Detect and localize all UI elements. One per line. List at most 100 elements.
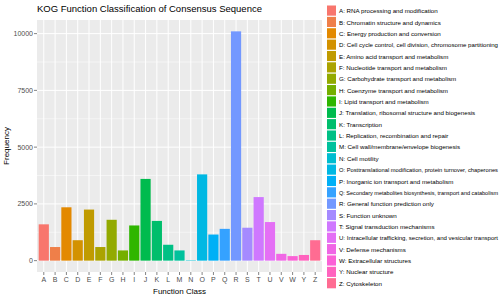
x-tick [77, 272, 78, 275]
y-tick [34, 203, 37, 204]
bar [242, 228, 252, 261]
x-tick-label: O [199, 276, 205, 283]
x-tick-label: M [177, 276, 183, 283]
legend-key [327, 267, 336, 277]
bar [299, 255, 309, 261]
grid-line-x [179, 20, 180, 272]
y-axis-label: Frequency [2, 127, 11, 165]
x-tick-label: Q [222, 276, 228, 284]
x-tick [156, 272, 157, 275]
chart: KOG Function Classification of Consensus… [0, 0, 500, 297]
x-tick-label: D [75, 276, 80, 283]
legend-label: G: Carbohydrate transport and metabolism [339, 75, 456, 82]
x-tick [213, 272, 214, 275]
legend-key [327, 255, 336, 265]
legend-key [327, 153, 336, 163]
x-tick [100, 272, 101, 275]
grid-line-x [281, 20, 282, 272]
y-tick [34, 90, 37, 91]
x-tick [66, 272, 67, 275]
grid-line-x [315, 20, 316, 272]
bar [265, 222, 275, 261]
legend: A: RNA processing and modificationB: Chr… [327, 6, 499, 289]
legend-key [327, 130, 336, 140]
y-tick [34, 33, 37, 34]
bars [39, 31, 321, 260]
bar [39, 224, 49, 260]
grid-line-x [122, 20, 123, 272]
x-tick-label: L [166, 276, 170, 283]
x-tick [168, 272, 169, 275]
legend-label: T: Signal transduction mechanisms [339, 223, 435, 230]
x-tick-label: I [133, 276, 135, 283]
bar [220, 229, 230, 261]
legend-label: Q: Secondary metabolites biosynthesis, t… [339, 189, 498, 196]
legend-key [327, 74, 336, 84]
x-tick-label: U [267, 276, 272, 283]
bar [61, 207, 71, 260]
bar [163, 245, 173, 261]
x-tick [269, 272, 270, 275]
legend-label: L: Replication, recombination and repair [339, 132, 448, 139]
x-tick-label: R [234, 276, 239, 283]
grid-line-x [168, 20, 169, 272]
y-tick-label: 7500 [17, 87, 33, 94]
grid-line-x [213, 20, 214, 272]
x-tick [315, 272, 316, 275]
legend-label: R: General function prediction only [339, 200, 435, 207]
bar [140, 179, 150, 261]
x-tick [236, 272, 237, 275]
legend-label: W: Extracellular structures [339, 257, 411, 264]
x-tick-label: P [211, 276, 216, 283]
legend-label: A: RNA processing and modification [339, 7, 438, 14]
legend-label: S: Function unknown [339, 212, 397, 219]
legend-label: U: Intracellular trafficking, secretion,… [339, 234, 498, 241]
x-tick-label: W [289, 276, 296, 283]
legend-label: H: Coenzyme transport and metabolism [339, 87, 448, 94]
legend-label: M: Cell wall/membrane/envelope biogenesi… [339, 143, 460, 150]
legend-key [327, 17, 336, 27]
x-tick-label: K [155, 276, 160, 283]
x-tick-label: E [87, 276, 92, 283]
bar [152, 221, 162, 261]
x-tick-label: B [53, 276, 58, 283]
x-tick [111, 272, 112, 275]
x-tick [292, 272, 293, 275]
grid-line-x [100, 20, 101, 272]
bar [174, 250, 184, 260]
grid-line-x [190, 20, 191, 272]
x-tick [247, 272, 248, 275]
legend-key [327, 6, 336, 16]
bar [107, 220, 117, 261]
legend-label: D: Cell cycle control, cell division, ch… [339, 41, 499, 48]
legend-label: Z: Cytoskeleton [339, 280, 383, 287]
x-tick-label: G [109, 276, 114, 283]
x-tick-label: J [144, 276, 148, 283]
legend-key [327, 199, 336, 209]
bar [197, 174, 207, 260]
title: KOG Function Classification of Consensus… [37, 3, 262, 14]
y-tick [34, 260, 37, 261]
x-tick-label: H [120, 276, 125, 283]
x-tick [190, 272, 191, 275]
bar [95, 247, 105, 261]
legend-label: I: Lipid transport and metabolism [339, 98, 429, 105]
legend-label: V: Defense mechanisms [339, 246, 406, 253]
bar [310, 240, 320, 260]
x-tick [258, 272, 259, 275]
legend-key [327, 96, 336, 106]
x-tick-label: C [64, 276, 69, 283]
x-tick [43, 272, 44, 275]
x-tick [55, 272, 56, 275]
x-tick [179, 272, 180, 275]
grid-line-x [77, 20, 78, 272]
grid-line-x [55, 20, 56, 272]
x-tick [224, 272, 225, 275]
legend-label: C: Energy production and conversion [339, 30, 441, 37]
x-tick-label: Z [313, 276, 318, 283]
legend-label: O: Posttranslational modification, prote… [339, 166, 498, 173]
legend-key [327, 62, 336, 72]
bar [73, 240, 83, 260]
legend-key [327, 51, 336, 61]
y-tick-label: 0 [29, 257, 33, 264]
